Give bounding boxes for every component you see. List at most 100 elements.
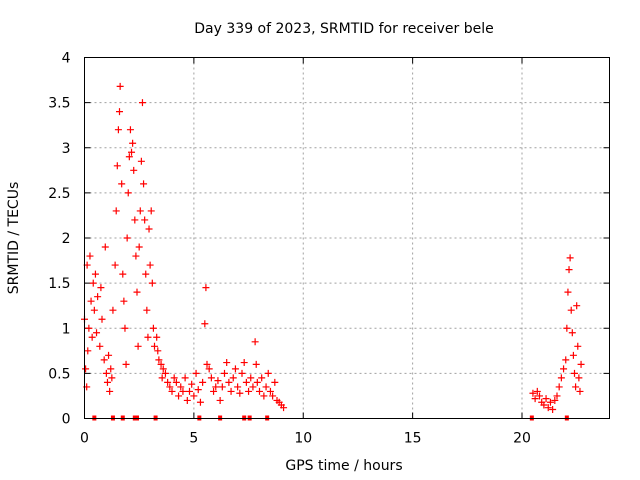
data-point <box>536 392 543 400</box>
data-point <box>225 378 233 386</box>
data-point <box>218 383 226 391</box>
data-point <box>121 324 129 332</box>
data-point <box>576 387 584 395</box>
data-point <box>256 387 263 395</box>
y-tick-label: 4 <box>62 51 71 67</box>
data-point <box>252 360 260 368</box>
data-point <box>212 383 220 391</box>
data-point <box>154 347 162 355</box>
data-point <box>569 351 577 359</box>
data-point <box>122 360 130 368</box>
data-point <box>531 395 539 403</box>
data-point <box>170 374 178 382</box>
data-point <box>148 279 156 287</box>
data-point <box>572 383 580 391</box>
data-point <box>105 351 113 359</box>
y-tick-label: 2.5 <box>48 186 70 202</box>
data-point <box>227 387 235 395</box>
data-point <box>145 225 153 233</box>
data-point <box>108 374 116 382</box>
data-point <box>101 243 109 251</box>
x-tick-label: 15 <box>404 431 422 447</box>
data-point <box>151 342 158 350</box>
data-point <box>102 369 110 377</box>
data-point <box>260 392 268 400</box>
data-point <box>249 383 257 391</box>
data-point <box>565 266 573 274</box>
data-point <box>159 365 167 373</box>
tick-layer: 0 5 10 15 20 0 0.5 1 1.5 2 2.5 3 3.5 4 <box>48 51 610 447</box>
data-point <box>271 378 279 386</box>
data-point <box>100 356 108 364</box>
data-point <box>549 405 557 413</box>
data-point <box>157 360 165 368</box>
data-point <box>529 389 537 397</box>
data-point <box>183 396 191 404</box>
data-point <box>91 270 99 278</box>
data-point <box>141 216 149 224</box>
data-point <box>118 180 126 188</box>
data-point <box>555 383 563 391</box>
data-point <box>111 261 119 269</box>
data-point <box>129 139 137 147</box>
data-point <box>201 320 209 328</box>
data-point <box>123 234 131 242</box>
data-point <box>124 189 132 197</box>
data-point <box>571 369 578 377</box>
data-point <box>149 324 157 332</box>
data-point <box>106 387 114 395</box>
data-point <box>207 374 215 382</box>
data-point <box>560 365 568 373</box>
data-point <box>210 387 218 395</box>
data-point <box>229 374 237 382</box>
data-point <box>253 378 261 386</box>
data-point <box>188 380 196 388</box>
data-point <box>258 374 266 382</box>
data-point <box>96 342 104 350</box>
data-point <box>140 180 148 188</box>
data-point <box>216 396 224 404</box>
x-tick-label: 0 <box>80 431 89 447</box>
data-point <box>155 356 163 364</box>
data-point <box>114 126 122 134</box>
data-point <box>107 365 115 373</box>
data-point <box>85 324 93 332</box>
data-point <box>223 359 231 367</box>
plot-frame <box>84 57 610 419</box>
data-point <box>146 261 154 269</box>
data-point <box>242 378 250 386</box>
data-point <box>166 383 174 391</box>
data-point <box>194 386 202 394</box>
data-point <box>245 387 253 395</box>
data-point <box>87 297 95 305</box>
data-point <box>84 347 92 355</box>
data-point <box>144 333 152 341</box>
data-point <box>90 306 98 314</box>
data-point <box>135 243 143 251</box>
data-point <box>161 369 169 377</box>
data-point <box>262 383 270 391</box>
data-point <box>266 387 274 395</box>
data-point <box>89 279 97 287</box>
y-tick-label: 0 <box>62 412 71 428</box>
data-point <box>551 396 559 404</box>
data-point <box>94 293 102 301</box>
data-point <box>196 398 204 406</box>
data-point <box>199 378 207 386</box>
data-point <box>93 329 101 337</box>
data-point <box>86 252 94 260</box>
data-point <box>573 302 581 310</box>
data-point <box>168 387 176 395</box>
x-tick-label: 20 <box>513 431 531 447</box>
data-point <box>130 166 138 174</box>
x-tick-label: 5 <box>189 431 198 447</box>
data-point <box>264 369 272 377</box>
points-layer <box>81 82 585 413</box>
y-axis-label: SRMTID / TECUs <box>6 182 22 295</box>
data-point <box>132 252 140 260</box>
data-point <box>205 365 213 373</box>
data-point <box>269 392 277 400</box>
data-point <box>125 153 133 161</box>
data-point <box>533 387 541 395</box>
